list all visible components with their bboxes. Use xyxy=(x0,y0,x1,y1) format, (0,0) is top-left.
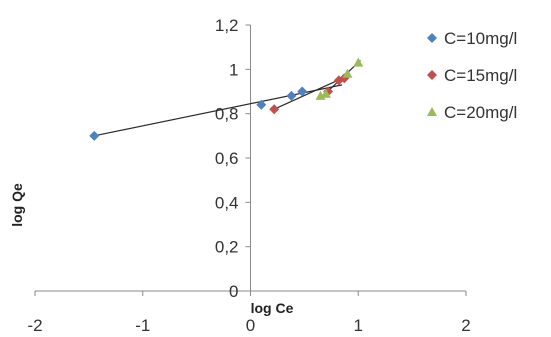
y-tick-label: 0,4 xyxy=(215,193,239,212)
data-point xyxy=(269,104,280,115)
data-point xyxy=(286,90,297,101)
x-axis: -2 -1 0 1 2 xyxy=(27,290,471,335)
y-tick-label: 0,2 xyxy=(215,238,239,257)
data-point xyxy=(353,57,364,67)
y-tick-label: 1 xyxy=(229,60,238,79)
data-point xyxy=(297,86,308,97)
legend-marker xyxy=(427,107,437,116)
y-tick-label: 1,2 xyxy=(215,16,239,35)
x-tick-label: -1 xyxy=(135,316,150,335)
legend-marker xyxy=(427,33,437,43)
data-points xyxy=(89,57,364,141)
x-tick-label: -2 xyxy=(27,316,42,335)
y-axis: 0 0,2 0,4 0,6 0,8 1 1,2 xyxy=(215,16,251,301)
y-tick-label: 0,8 xyxy=(215,105,239,124)
y-axis-title: log Qe xyxy=(9,183,25,227)
y-tick-label: 0,6 xyxy=(215,149,239,168)
legend-label: C=20mg/l xyxy=(444,103,517,122)
x-axis-title: log Ce xyxy=(251,300,294,316)
y-tick-label: 0 xyxy=(229,282,238,301)
x-tick-label: 1 xyxy=(354,316,363,335)
data-point xyxy=(89,130,100,141)
legend-marker xyxy=(427,70,437,80)
data-point xyxy=(342,68,353,78)
x-tick-label: 0 xyxy=(246,316,255,335)
legend-label: C=10mg/l xyxy=(444,29,517,48)
data-point xyxy=(320,88,331,98)
legend: C=10mg/l C=15mg/l C=20mg/l xyxy=(427,29,517,122)
data-point xyxy=(256,99,267,110)
legend-label: C=15mg/l xyxy=(444,66,517,85)
x-tick-label: 2 xyxy=(461,316,470,335)
